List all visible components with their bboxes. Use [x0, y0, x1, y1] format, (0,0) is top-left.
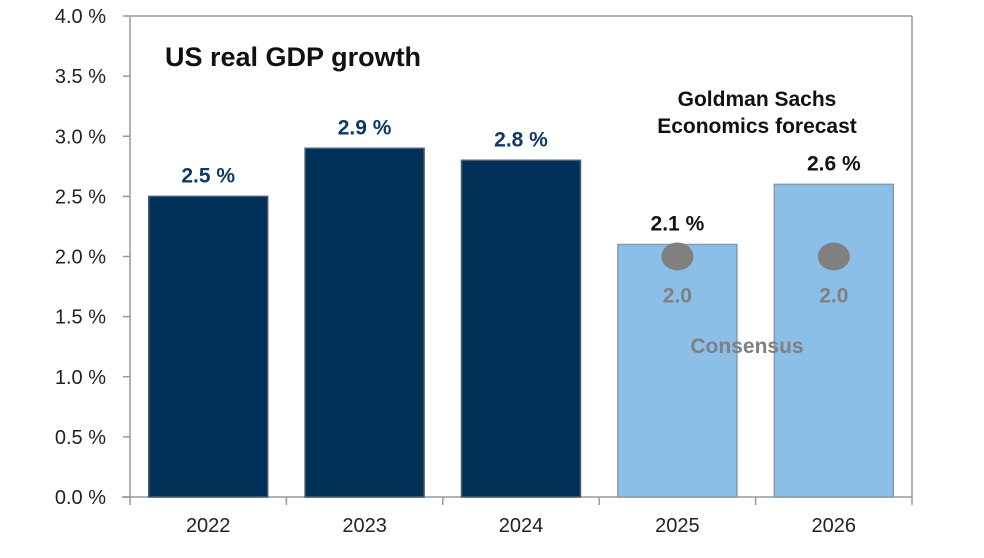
consensus-dot-2026 — [817, 242, 850, 271]
bar-2022 — [147, 195, 269, 498]
consensus-value-2025: 2.0 — [663, 285, 692, 308]
value-label-2022: 2.5 % — [181, 164, 235, 187]
y-tick-label: 0.0 % — [55, 487, 106, 509]
y-tick-label: 2.5 % — [55, 186, 106, 208]
y-tick-label: 3.0 % — [55, 126, 106, 148]
consensus-dot-2025 — [661, 242, 694, 271]
y-tick-label: 0.5 % — [55, 427, 106, 449]
y-tick-label: 1.0 % — [55, 367, 106, 389]
y-tick-label: 2.0 % — [55, 247, 106, 269]
bar-2026 — [773, 183, 895, 498]
y-tick-label: 3.5 % — [55, 66, 106, 88]
x-tick-label-2023: 2023 — [342, 515, 387, 537]
bar-2023 — [304, 147, 425, 498]
consensus-label: Consensus — [690, 335, 803, 358]
y-tick-label: 1.5 % — [55, 307, 106, 329]
value-label-2025: 2.1 % — [651, 212, 705, 235]
bar-2025 — [617, 243, 738, 498]
x-tick-label-2025: 2025 — [655, 515, 700, 537]
value-label-2024: 2.8 % — [494, 128, 548, 151]
x-tick-label-2026: 2026 — [812, 515, 857, 537]
value-label-2023: 2.9 % — [338, 116, 392, 139]
forecast-label-line1: Goldman Sachs — [678, 88, 837, 111]
x-tick-label-2024: 2024 — [499, 515, 544, 537]
value-label-2026: 2.6 % — [807, 152, 861, 175]
y-tick-label: 4.0 % — [55, 6, 106, 28]
x-tick-label-2022: 2022 — [186, 515, 231, 537]
bar-2024 — [460, 159, 582, 498]
chart-title: US real GDP growth — [165, 42, 421, 72]
forecast-label-line2: Economics forecast — [657, 115, 857, 138]
consensus-value-2026: 2.0 — [819, 285, 848, 308]
